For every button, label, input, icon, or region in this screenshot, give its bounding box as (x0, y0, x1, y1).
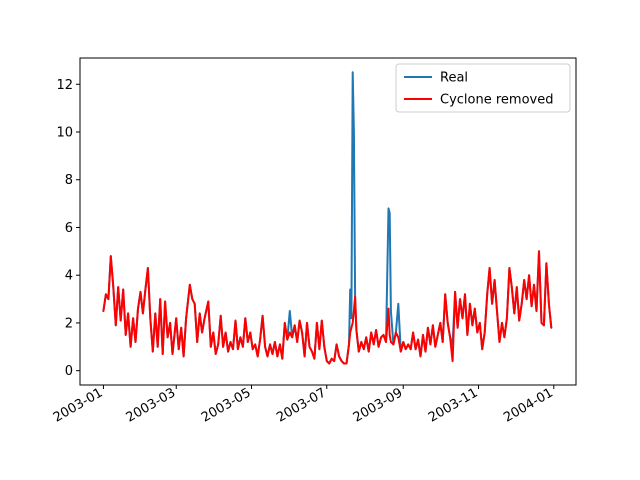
legend-box (395, 63, 571, 113)
y-tick-label: 4 (65, 269, 73, 284)
y-axis: 0 2 4 6 8 10 12 (56, 78, 80, 379)
y-tick-label: 0 (65, 364, 73, 379)
y-tick-label: 8 (65, 173, 73, 188)
plot-area (102, 71, 553, 365)
axes-frame (79, 57, 577, 386)
legend-label: Real (440, 71, 468, 86)
y-tick-label: 12 (56, 78, 73, 93)
legend: Real Cyclone removed (395, 63, 571, 113)
series-line-cyclone-removed (102, 250, 553, 365)
y-tick-label: 10 (56, 125, 73, 140)
y-tick-label: 2 (65, 316, 73, 331)
y-tick-label: 6 (65, 221, 73, 236)
legend-label: Cyclone removed (440, 93, 553, 108)
